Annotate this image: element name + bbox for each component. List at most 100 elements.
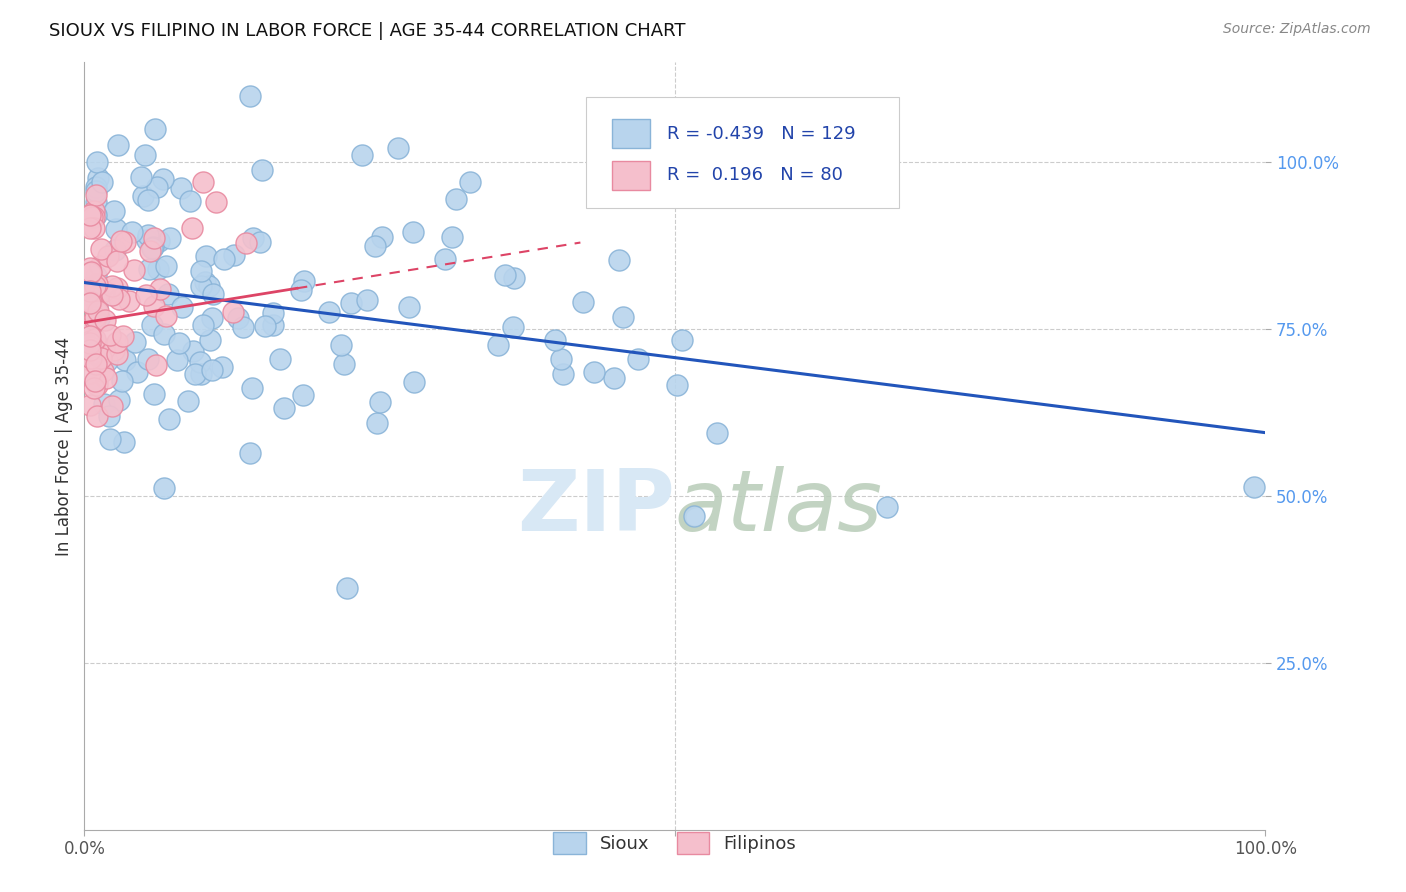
Point [167, 336, 190, 351]
Point [254, 318, 277, 333]
Point [98, 432, 121, 446]
Point [1243, 479, 1265, 493]
Point [502, 320, 524, 334]
Point [84, 344, 107, 359]
Point [112, 329, 135, 343]
Point [134, 148, 156, 162]
Point [79, 334, 101, 348]
Point [706, 425, 728, 440]
Point [143, 231, 166, 245]
Point [232, 319, 254, 334]
Point [551, 367, 574, 381]
Point [181, 344, 204, 359]
Point [84, 332, 107, 346]
Point [292, 274, 315, 288]
Point [82, 335, 104, 350]
Point [224, 248, 246, 262]
Point [110, 234, 132, 248]
Point [188, 355, 211, 369]
Point [101, 287, 124, 301]
Point [79, 343, 101, 357]
Point [183, 367, 205, 381]
Text: R = -0.439   N = 129: R = -0.439 N = 129 [666, 125, 855, 143]
Point [143, 122, 166, 136]
Point [198, 278, 221, 293]
Point [90, 243, 112, 257]
Point [132, 188, 155, 202]
Point [371, 229, 394, 244]
Point [135, 288, 157, 302]
Point [83, 299, 105, 313]
Point [86, 378, 108, 392]
Point [180, 221, 202, 235]
Point [93, 284, 115, 298]
Text: R =  0.196   N = 80: R = 0.196 N = 80 [666, 166, 842, 185]
Point [401, 225, 423, 239]
Point [127, 365, 149, 379]
Point [290, 283, 312, 297]
Point [157, 287, 180, 301]
Point [170, 300, 193, 314]
Point [108, 393, 131, 408]
Text: ZIP: ZIP [517, 466, 675, 549]
Point [250, 163, 273, 178]
FancyBboxPatch shape [612, 120, 650, 148]
Point [433, 252, 456, 267]
Point [193, 175, 215, 189]
Text: atlas: atlas [675, 466, 883, 549]
Text: SIOUX VS FILIPINO IN LABOR FORCE | AGE 35-44 CORRELATION CHART: SIOUX VS FILIPINO IN LABOR FORCE | AGE 3… [49, 22, 686, 40]
Point [101, 278, 124, 293]
Point [121, 225, 143, 239]
Point [239, 88, 262, 103]
Point [340, 295, 363, 310]
Point [118, 294, 141, 309]
Point [503, 271, 526, 285]
Point [83, 381, 105, 395]
Point [80, 265, 103, 279]
Point [136, 193, 159, 207]
Point [139, 244, 162, 259]
Point [84, 310, 107, 325]
Point [87, 304, 110, 318]
Point [84, 180, 107, 194]
Point [190, 367, 212, 381]
Point [141, 241, 163, 255]
Point [107, 137, 129, 152]
Point [205, 195, 228, 210]
Point [105, 281, 128, 295]
Point [105, 254, 128, 268]
Point [153, 326, 176, 341]
Point [84, 268, 107, 283]
Point [607, 253, 630, 268]
Point [876, 500, 898, 514]
Point [105, 335, 128, 350]
Point [104, 243, 127, 257]
Point [583, 366, 606, 380]
Point [108, 292, 131, 306]
Point [444, 192, 467, 206]
Point [83, 279, 105, 293]
Point [155, 259, 177, 273]
Point [84, 184, 107, 198]
Point [84, 208, 107, 222]
Point [80, 351, 103, 365]
Point [404, 375, 426, 389]
Point [79, 266, 101, 280]
FancyBboxPatch shape [586, 97, 900, 208]
Point [441, 230, 464, 244]
Point [201, 311, 224, 326]
Point [131, 169, 153, 184]
Point [103, 203, 125, 218]
Point [79, 318, 101, 333]
Point [83, 204, 105, 219]
Point [94, 313, 117, 327]
Point [79, 317, 101, 331]
Point [366, 417, 388, 431]
Point [122, 263, 145, 277]
Point [190, 278, 212, 293]
Point [79, 335, 101, 350]
Point [262, 318, 284, 332]
Point [79, 208, 101, 222]
Point [86, 305, 108, 319]
Point [159, 231, 181, 245]
